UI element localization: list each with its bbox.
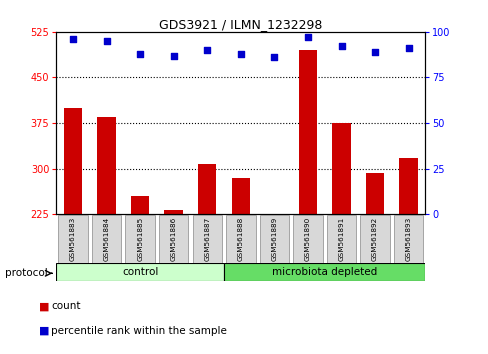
FancyBboxPatch shape bbox=[92, 215, 121, 263]
Point bbox=[169, 53, 177, 58]
Point bbox=[236, 51, 244, 57]
Text: GSM561893: GSM561893 bbox=[405, 217, 411, 261]
Text: GSM561885: GSM561885 bbox=[137, 217, 143, 261]
Text: ■: ■ bbox=[39, 326, 49, 336]
Bar bbox=[198, 164, 216, 214]
Point bbox=[370, 49, 378, 55]
Text: GSM561890: GSM561890 bbox=[305, 217, 310, 261]
FancyBboxPatch shape bbox=[259, 215, 288, 263]
Text: protocol: protocol bbox=[5, 268, 47, 278]
FancyBboxPatch shape bbox=[224, 263, 425, 281]
FancyBboxPatch shape bbox=[225, 215, 255, 263]
FancyBboxPatch shape bbox=[56, 263, 224, 281]
Bar bbox=[399, 158, 417, 214]
Point bbox=[337, 44, 345, 49]
FancyBboxPatch shape bbox=[293, 215, 322, 263]
Text: GSM561888: GSM561888 bbox=[237, 217, 244, 261]
Text: GSM561889: GSM561889 bbox=[271, 217, 277, 261]
Point bbox=[203, 47, 211, 53]
Bar bbox=[298, 50, 317, 214]
Bar bbox=[332, 123, 350, 214]
Bar bbox=[63, 108, 82, 214]
Point bbox=[270, 55, 278, 60]
Text: ■: ■ bbox=[39, 301, 49, 311]
Bar bbox=[365, 173, 384, 214]
FancyBboxPatch shape bbox=[159, 215, 188, 263]
Bar bbox=[131, 196, 149, 214]
Point bbox=[404, 45, 412, 51]
FancyBboxPatch shape bbox=[58, 215, 88, 263]
Text: control: control bbox=[122, 267, 158, 277]
Text: microbiota depleted: microbiota depleted bbox=[271, 267, 377, 277]
Bar bbox=[231, 178, 249, 214]
Text: GSM561892: GSM561892 bbox=[371, 217, 377, 261]
FancyBboxPatch shape bbox=[326, 215, 356, 263]
Point bbox=[304, 34, 311, 40]
Text: percentile rank within the sample: percentile rank within the sample bbox=[51, 326, 227, 336]
FancyBboxPatch shape bbox=[360, 215, 389, 263]
FancyBboxPatch shape bbox=[125, 215, 155, 263]
Point bbox=[102, 38, 110, 44]
Text: GSM561891: GSM561891 bbox=[338, 217, 344, 261]
Text: GSM561886: GSM561886 bbox=[170, 217, 176, 261]
Text: GSM561883: GSM561883 bbox=[70, 217, 76, 261]
Text: count: count bbox=[51, 301, 81, 311]
Text: GSM561887: GSM561887 bbox=[204, 217, 210, 261]
Bar bbox=[97, 117, 116, 214]
Title: GDS3921 / ILMN_1232298: GDS3921 / ILMN_1232298 bbox=[159, 18, 322, 31]
Point bbox=[69, 36, 77, 42]
Text: GSM561884: GSM561884 bbox=[103, 217, 109, 261]
FancyBboxPatch shape bbox=[393, 215, 423, 263]
Bar bbox=[164, 210, 183, 214]
Point bbox=[136, 51, 144, 57]
FancyBboxPatch shape bbox=[192, 215, 222, 263]
